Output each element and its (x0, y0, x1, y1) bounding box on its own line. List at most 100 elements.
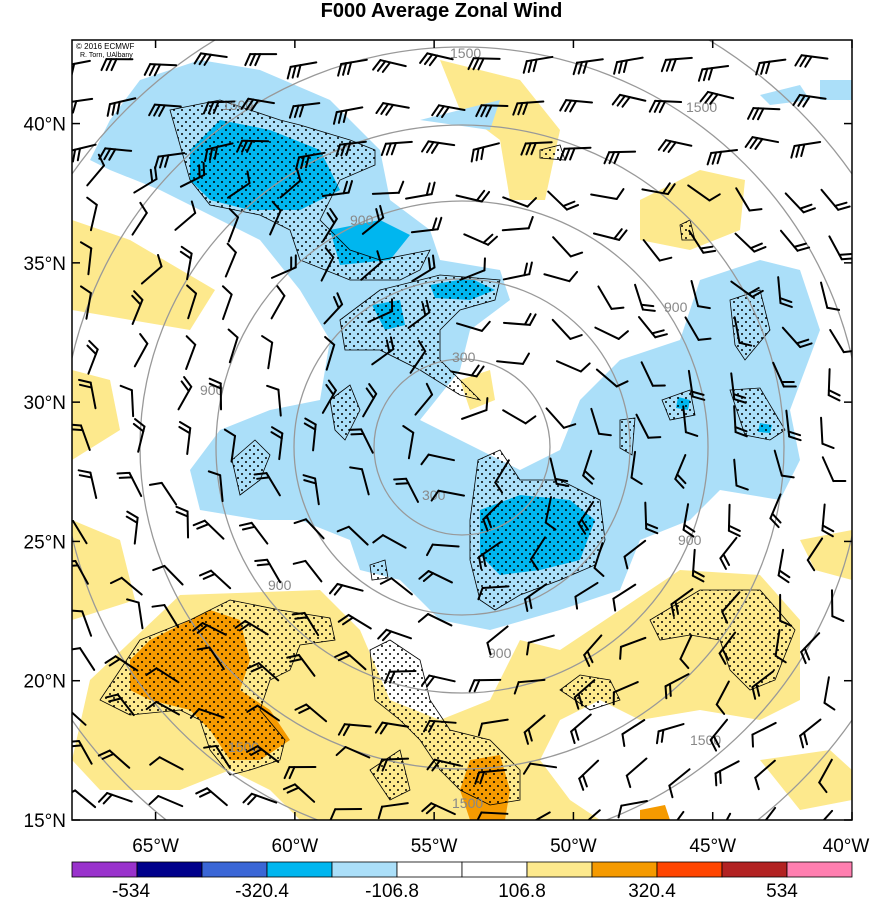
wind-barb (179, 245, 193, 281)
wind-barb (149, 756, 184, 771)
wind-barb (86, 196, 98, 232)
wind-barb (699, 90, 735, 105)
wind-barb (72, 789, 97, 809)
wind-barb (543, 270, 579, 283)
wind-barb (612, 583, 637, 612)
lat-label: 20°N (24, 672, 66, 693)
wind-barb (623, 539, 647, 570)
wind-barb (593, 542, 605, 577)
wind-barb (727, 503, 741, 537)
wind-barb (572, 58, 604, 76)
wind-barb (131, 201, 148, 236)
wind-barb (592, 228, 628, 241)
wind-barb (470, 142, 500, 163)
wind-barb (207, 470, 224, 503)
wind-barb (477, 718, 509, 737)
lat-label: 35°N (24, 254, 66, 275)
wind-barb (706, 148, 739, 166)
wind-barb (195, 787, 228, 807)
range-ring-label: 1500 (450, 45, 481, 61)
wind-barb (818, 758, 833, 794)
wind-barb (148, 481, 178, 506)
wind-barb (522, 55, 554, 74)
wind-barb (688, 229, 717, 254)
wind-barb (336, 525, 369, 546)
wind-barb (185, 335, 197, 371)
wind-barb (402, 425, 415, 460)
wind-barb (421, 802, 456, 816)
wind-barb (574, 581, 599, 610)
range-ring-label: 900 (350, 212, 374, 228)
wind-barb (377, 802, 409, 820)
wind-barb (321, 180, 354, 198)
wind-barb (590, 407, 612, 437)
wind-barb (226, 170, 251, 199)
wind-barb (714, 760, 740, 787)
colorbar-swatch (786, 861, 853, 878)
wind-barb (77, 469, 98, 499)
wind-barb (380, 140, 413, 157)
wind-barb (337, 613, 372, 630)
wind-barb (282, 783, 316, 803)
wind-barb (523, 714, 546, 745)
colorbar-swatch (71, 861, 138, 878)
colorbar-swatch (331, 861, 398, 878)
wind-barb (641, 182, 676, 196)
wind-barb (526, 634, 555, 656)
map-frame (71, 39, 853, 821)
wind-barb (829, 329, 852, 354)
colorbar-swatch (526, 861, 593, 878)
wind-barb (687, 369, 706, 401)
wind-barb (735, 187, 763, 212)
wind-barb (734, 232, 767, 253)
wind-barb (777, 548, 791, 584)
wind-barb (751, 721, 777, 748)
wind-barb (611, 93, 647, 108)
colorbar-tick-label: -320.4 (235, 881, 289, 900)
lon-label: 45°W (689, 836, 736, 857)
colorbar: -534 -320.4 -106.8 106.8 320.4 534 (71, 861, 853, 900)
wind-barb (266, 384, 282, 417)
colorbar-swatch (656, 861, 723, 878)
wind-barb (461, 397, 489, 420)
wind-barb (529, 536, 546, 571)
wind-barb (283, 766, 317, 780)
wind-barb (72, 559, 89, 585)
wind-barb (573, 679, 596, 710)
wind-barb (522, 762, 558, 775)
wind-barb (806, 537, 824, 572)
wind-barb (583, 634, 603, 667)
wind-barb (292, 559, 323, 583)
wind-barb (725, 812, 732, 820)
wind-barb (721, 591, 741, 624)
wind-barb (634, 283, 656, 312)
wind-barb (496, 352, 530, 365)
wind-barb (269, 200, 282, 236)
wind-barb (348, 428, 374, 454)
colorbar-swatch (136, 861, 203, 878)
wind-barb (109, 576, 143, 596)
wind-barb (411, 254, 436, 282)
wind-barb (426, 758, 462, 772)
range-ring-label: 300 (422, 487, 446, 503)
wind-barb (769, 493, 782, 529)
wind-barb (221, 285, 233, 321)
wind-barb (320, 247, 335, 282)
range-ring-label: 1500 (452, 795, 483, 811)
wind-barb (784, 192, 816, 214)
wind-barb (383, 670, 417, 684)
wind-barb (360, 250, 382, 281)
wind-barb (409, 340, 427, 374)
wind-barb (72, 647, 96, 671)
wind-barb (733, 458, 749, 491)
wind-barbs (72, 52, 852, 820)
wind-barb (594, 326, 629, 340)
wind-barb (682, 503, 696, 538)
wind-barb (684, 316, 712, 341)
wind-barb (349, 466, 370, 496)
wind-barb (520, 141, 553, 156)
wind-barb (97, 749, 131, 769)
wind-barb (125, 510, 139, 545)
